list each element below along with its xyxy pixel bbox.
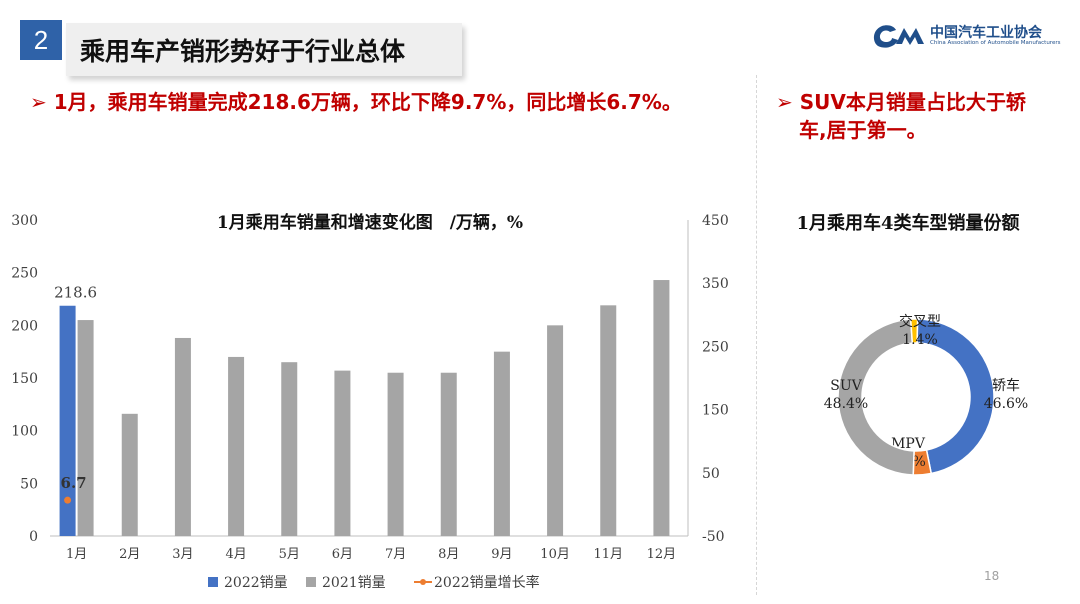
section-number-badge: 2 xyxy=(20,20,62,60)
x-tick-label: 2月 xyxy=(119,547,140,562)
y-tick-label: 150 xyxy=(11,371,38,387)
x-tick-label: 5月 xyxy=(279,547,300,562)
bar-2022-1月 xyxy=(59,305,76,536)
x-tick-label: 10月 xyxy=(540,547,570,562)
x-tick-label: 11月 xyxy=(593,547,623,562)
legend-label-2: 2022销量增长率 xyxy=(434,574,540,591)
logo-text-en: China Association of Automobile Manufact… xyxy=(930,40,1061,46)
donut-label-交叉型: 交叉型 xyxy=(899,313,941,330)
logo-text-cn: 中国汽车工业协会 xyxy=(930,25,1042,41)
bar-2021-6月 xyxy=(334,370,351,536)
bar-2021-3月 xyxy=(174,337,191,536)
slide-title-bar: 乘用车产销形势好于行业总体 xyxy=(66,23,462,76)
y2-tick-label: 250 xyxy=(702,339,729,355)
donut-label-SUV: SUV xyxy=(830,378,862,394)
donut-title: 1月乘用车4类车型销量份额 xyxy=(796,212,1019,234)
bar-2021-2月 xyxy=(121,413,138,536)
x-tick-label: 1月 xyxy=(66,547,87,562)
bar-2021-5月 xyxy=(281,362,298,536)
bar-2021-1月 xyxy=(77,320,94,536)
bar-2021-4月 xyxy=(228,356,245,536)
legend-label-1: 2021销量 xyxy=(322,575,386,591)
legend-swatch-1 xyxy=(306,577,316,587)
growth-rate-point xyxy=(64,496,72,504)
bar-2021-7月 xyxy=(387,372,404,536)
x-tick-label: 6月 xyxy=(332,547,353,562)
donut-value-交叉型: 1.4% xyxy=(902,332,938,348)
y-tick-label: 50 xyxy=(20,476,38,492)
x-tick-label: 3月 xyxy=(172,547,193,562)
data-label-2022-sales: 218.6 xyxy=(54,284,97,302)
y-tick-label: 250 xyxy=(11,266,38,282)
headline-right-line1: ➢ SUV本月销量占比大于轿 xyxy=(776,90,1026,114)
bar-2021-9月 xyxy=(493,351,510,536)
y-tick-label: 100 xyxy=(11,424,38,440)
page-number: 18 xyxy=(984,569,1000,583)
x-tick-label: 9月 xyxy=(491,547,512,562)
y2-tick-label: 150 xyxy=(702,403,729,419)
y2-tick-label: 50 xyxy=(702,466,720,482)
y2-tick-label: 350 xyxy=(702,276,729,292)
y2-tick-label: 450 xyxy=(702,213,729,229)
monthly-sales-bar-chart: 0 50 100 150 200 250 300 -50 50 150 250 350 450 1月乘用车… xyxy=(11,212,729,591)
bar-2021-12月 xyxy=(653,280,670,536)
donut-slice-轿车 xyxy=(916,318,995,475)
headline-right-line2: 车,居于第一。 xyxy=(799,118,927,142)
donut-value-SUV: 48.4% xyxy=(824,396,868,412)
headline-left: ➢ 1月，乘用车销量完成218.6万辆，环比下降9.7%，同比增长6.7%。 xyxy=(30,90,682,114)
bar-2021-10月 xyxy=(547,325,564,536)
donut-value-轿车: 46.6% xyxy=(984,396,1028,412)
donut-label-轿车: 轿车 xyxy=(992,377,1020,394)
y-tick-label: 200 xyxy=(11,318,38,334)
vehicle-type-donut-chart: 1月乘用车4类车型销量份额轿车46.6%MPV3.7%SUV48.4%交叉型1.… xyxy=(796,212,1028,476)
slide-title: 乘用车产销形势好于行业总体 xyxy=(80,37,406,66)
caam-logo-icon xyxy=(873,25,924,48)
data-label-growth-rate: 6.7 xyxy=(61,474,87,492)
chart-title: 1月乘用车销量和增速变化图 /万辆，% xyxy=(217,212,523,233)
legend-marker-2 xyxy=(420,579,426,585)
donut-slice-SUV xyxy=(837,318,915,476)
x-tick-label: 8月 xyxy=(438,547,459,562)
donut-slice-交叉型 xyxy=(909,318,919,344)
column-divider xyxy=(756,75,757,595)
y-tick-label: 0 xyxy=(29,529,38,545)
y-tick-label: 300 xyxy=(11,213,38,229)
legend-swatch-0 xyxy=(208,577,218,587)
bar-2021-8月 xyxy=(440,372,457,536)
legend-label-0: 2022销量 xyxy=(224,575,288,591)
bar-2021-11月 xyxy=(600,305,617,536)
x-tick-label: 7月 xyxy=(385,547,406,562)
x-tick-label: 4月 xyxy=(225,547,246,562)
y2-tick-label: -50 xyxy=(702,529,725,545)
x-tick-label: 12月 xyxy=(647,547,677,562)
